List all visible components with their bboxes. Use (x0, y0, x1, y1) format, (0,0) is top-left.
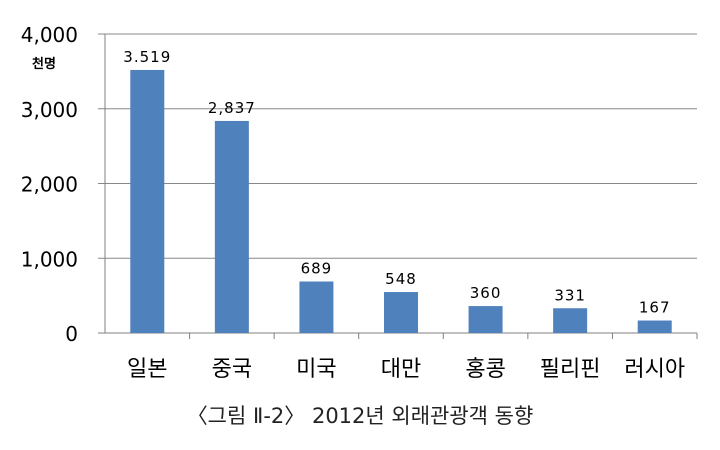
data-label: 360 (470, 284, 502, 302)
x-category-label: 러시아 (624, 357, 685, 382)
x-category-label: 중국 (212, 357, 252, 382)
y-unit-label: 천명 (32, 56, 56, 72)
data-label: 689 (301, 259, 333, 277)
bar (299, 281, 334, 333)
data-labels: 3.519 2,837 689 548 360 331 167 (123, 48, 671, 317)
x-category-label: 일본 (127, 357, 167, 382)
bar (130, 69, 165, 334)
figure-caption: 〈그림 Ⅱ-2〉 2012년 외래관광객 동향 (186, 404, 534, 428)
x-category-label: 필리핀 (540, 357, 601, 382)
bars (130, 69, 672, 334)
bar (468, 306, 503, 333)
bar (384, 292, 418, 333)
y-tick-label: 2,000 (21, 173, 78, 197)
x-category-label: 대만 (381, 357, 421, 382)
data-label: 3.519 (123, 48, 171, 66)
gridlines (98, 33, 697, 334)
data-label: 548 (385, 270, 417, 288)
data-label: 331 (554, 286, 586, 304)
bar (214, 120, 249, 333)
y-tick-label: 4,000 (21, 23, 78, 47)
data-label: 167 (639, 299, 671, 317)
bar (637, 320, 672, 333)
y-tick-label: 1,000 (21, 247, 78, 271)
x-category-label: 미국 (296, 357, 336, 382)
axes: 천명 0 1,000 2,000 3,000 4,000 일본 중국 미국 대만 홍콩 필리핀 러시아 (21, 23, 698, 382)
y-tick-label: 3,000 (21, 98, 78, 122)
y-tick-label: 0 (65, 322, 78, 346)
data-label: 2,837 (208, 99, 256, 117)
x-category-label: 홍콩 (465, 357, 505, 382)
bar (553, 308, 588, 333)
